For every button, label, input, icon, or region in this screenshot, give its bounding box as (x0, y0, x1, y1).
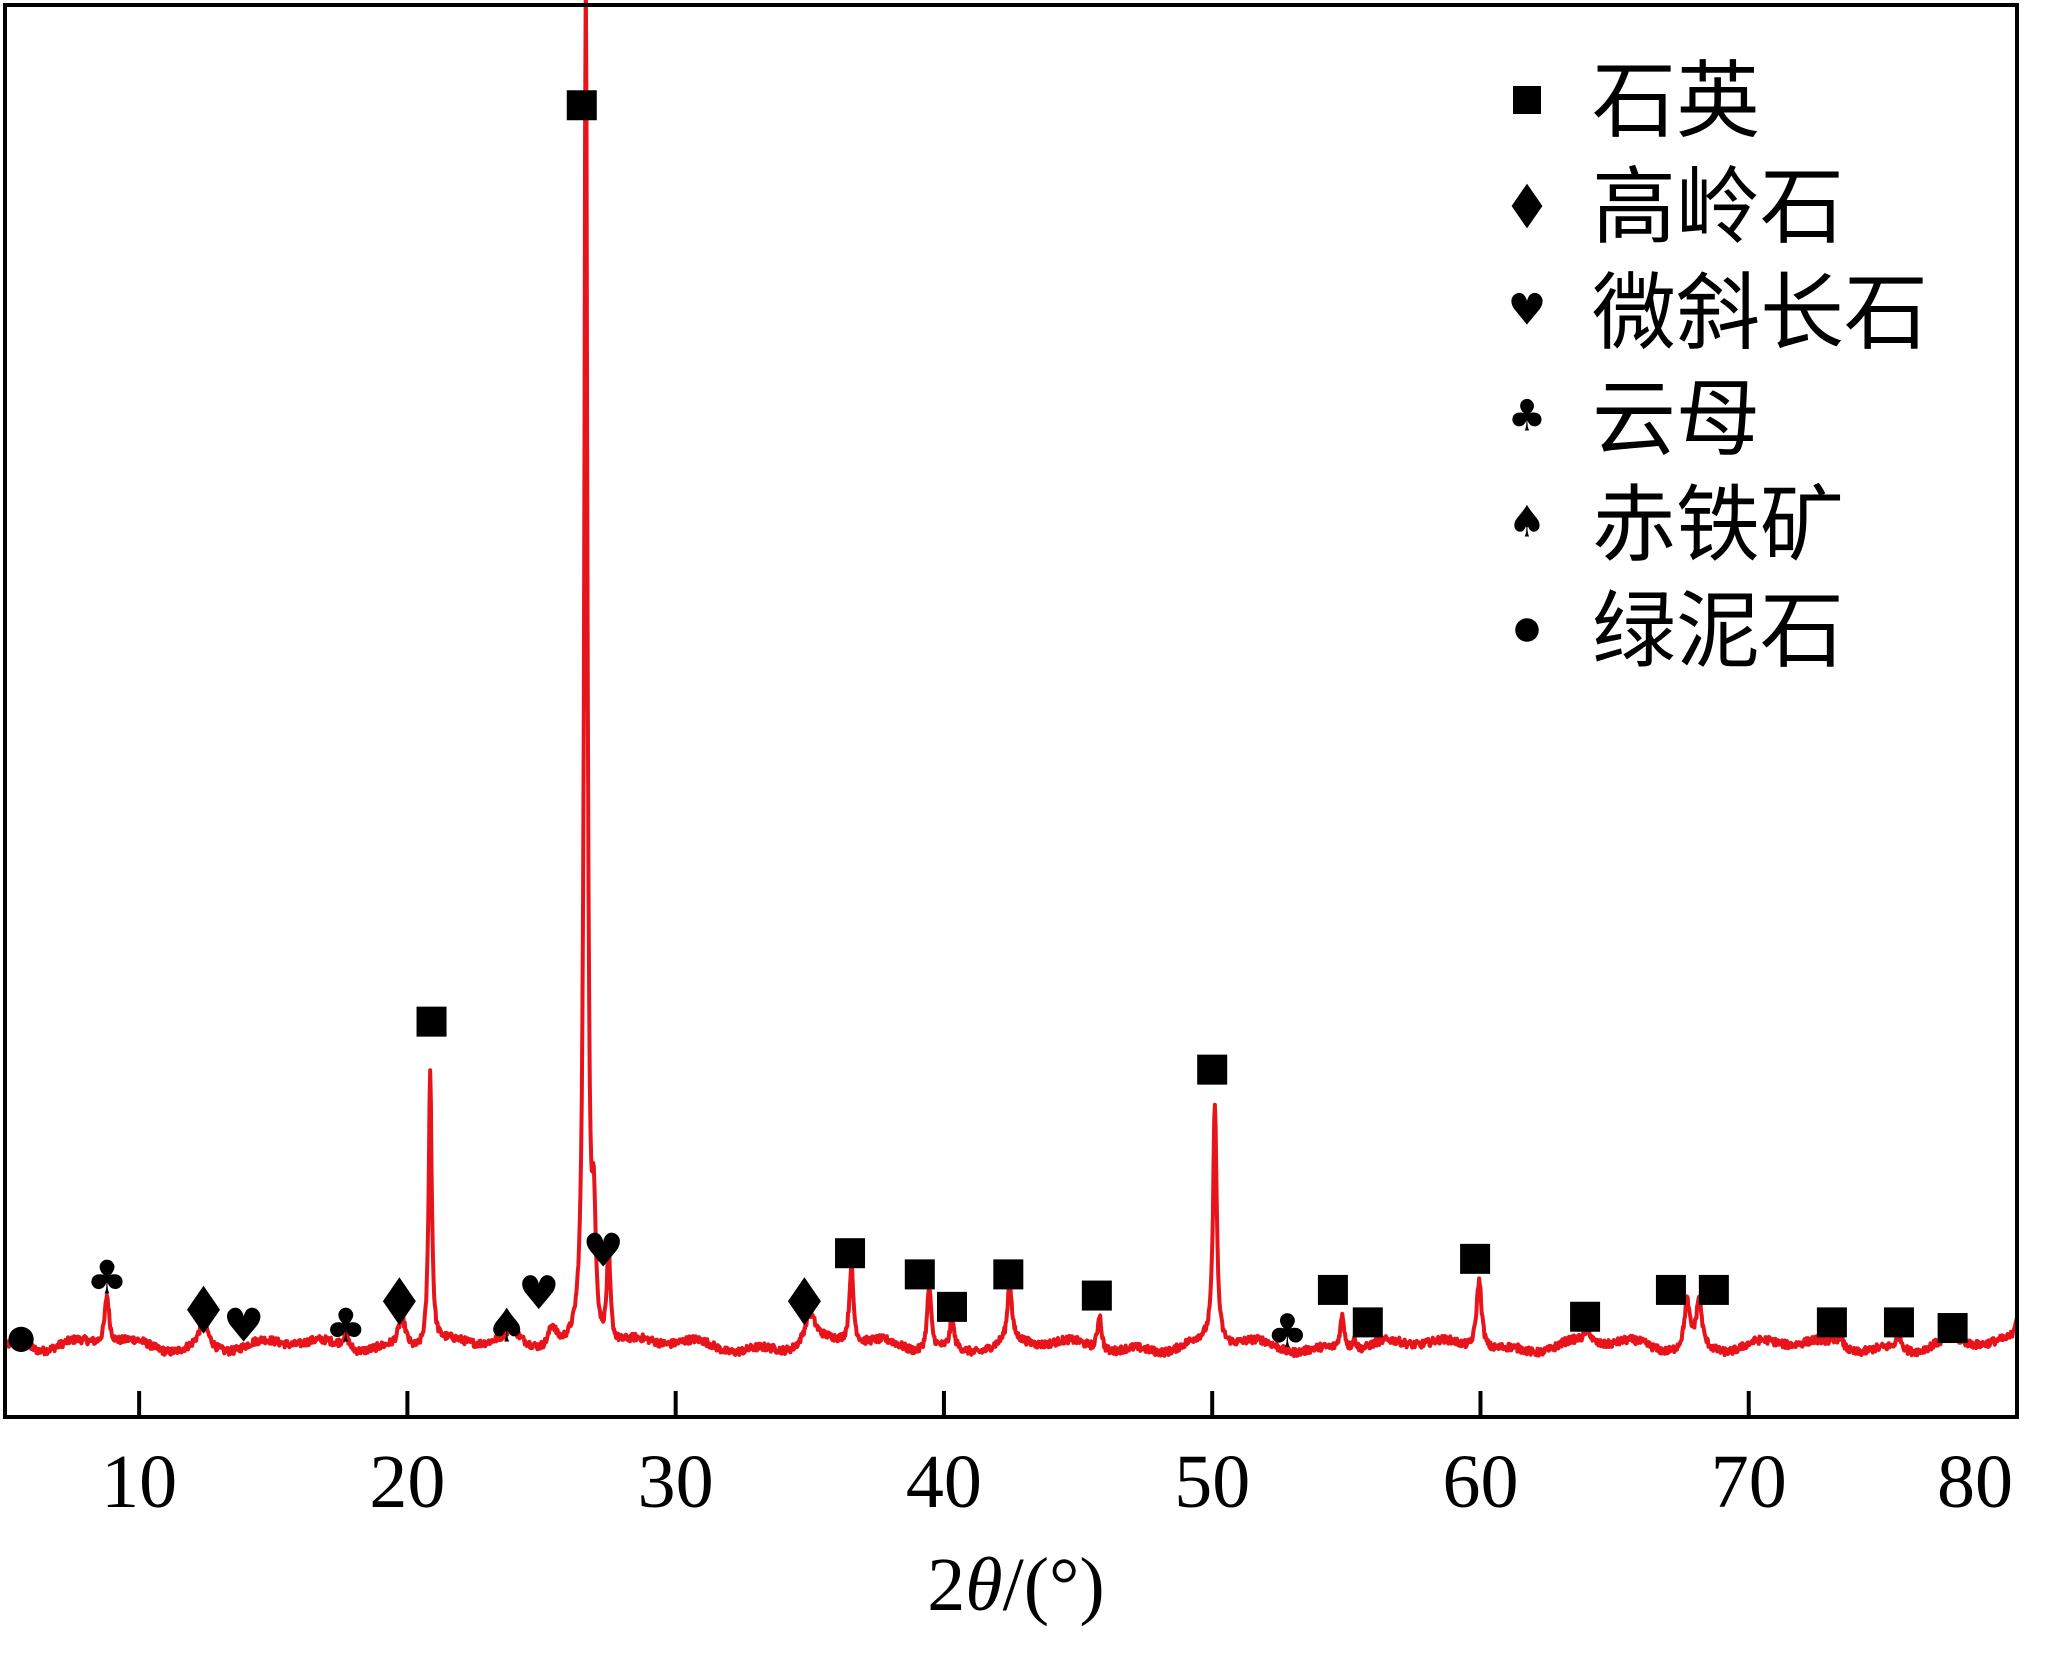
phase-marker-square (1655, 1274, 1686, 1305)
x-tick-label: 70 (1711, 1440, 1787, 1524)
phase-marker-square (1883, 1307, 1914, 1338)
legend-marker-spade: ♠ (1508, 498, 1547, 548)
phase-marker-club: ♣ (325, 1299, 367, 1353)
x-tick-label: 20 (369, 1440, 445, 1524)
phase-marker-square (1081, 1280, 1112, 1311)
phase-marker-square (566, 90, 597, 121)
phase-marker-diamond (187, 1285, 221, 1334)
x-tick-label: 50 (1174, 1440, 1250, 1524)
phase-marker-square (1570, 1301, 1601, 1332)
phase-marker-diamond (382, 1277, 416, 1326)
legend-entry: ♥ 微斜长石 (1508, 264, 1928, 362)
x-tick-label: 80 (1937, 1440, 2013, 1524)
phase-marker-club: ♣ (86, 1251, 128, 1305)
phase-marker-square (416, 1006, 447, 1037)
phase-marker-diamond (787, 1277, 821, 1326)
x-tick-label: 60 (1442, 1440, 1518, 1524)
legend-marker-diamond (1511, 183, 1543, 229)
phase-marker-square (1460, 1243, 1491, 1274)
legend-marker-square (1513, 86, 1541, 114)
phase-marker-square (993, 1259, 1024, 1290)
x-tick-label: 40 (906, 1440, 982, 1524)
x-tick-label: 30 (638, 1440, 714, 1524)
phase-marker-square (1937, 1313, 1968, 1344)
x-axis-title-suffix: /(°) (1003, 1543, 1105, 1627)
legend-marker-heart: ♥ (1508, 286, 1547, 336)
phase-marker-square (1816, 1307, 1847, 1338)
phase-marker-square (904, 1259, 935, 1290)
plot-frame (3, 3, 2019, 1419)
legend-label: 云母 (1592, 370, 1760, 468)
phase-marker-club: ♣ (1266, 1304, 1308, 1358)
phase-marker-square (1197, 1054, 1228, 1085)
phase-marker-square (936, 1291, 967, 1322)
phase-markers: ♣♥ ♣ ♠♥♥♣ (8, 90, 1968, 1358)
x-tick-label: 10 (101, 1440, 177, 1524)
phase-marker-circle (8, 1326, 34, 1352)
legend-label: 赤铁矿 (1592, 476, 1844, 574)
legend-marker-club: ♣ (1508, 392, 1547, 442)
legend-label: 石英 (1592, 52, 1760, 150)
phase-marker-square (835, 1238, 866, 1269)
phase-marker-spade: ♠ (486, 1299, 528, 1353)
legend-entry: 绿泥石 (1515, 582, 1844, 680)
xrd-pattern-line (3, 0, 2019, 1358)
legend-label: 微斜长石 (1592, 264, 1928, 362)
legend-label: 绿泥石 (1592, 582, 1844, 680)
legend-entry: ♣ 云母 (1508, 370, 1760, 468)
phase-marker-square (1317, 1274, 1348, 1305)
legend-entry: 高岭石 (1511, 158, 1844, 256)
x-axis-title-prefix: 2 (927, 1543, 965, 1627)
x-axis-tick-labels: 10 20 30 40 50 60 70 80 (101, 1440, 2013, 1524)
phase-marker-square (1352, 1307, 1383, 1338)
legend-label: 高岭石 (1592, 158, 1844, 256)
phase-marker-heart: ♥ (582, 1224, 624, 1278)
x-axis-title-theta: θ (965, 1543, 1002, 1627)
legend-marker-circle (1515, 618, 1539, 642)
x-axis-title: 2θ/(°) (927, 1543, 1104, 1627)
legend-entry: ♠ 赤铁矿 (1508, 476, 1844, 574)
phase-marker-heart: ♥ (223, 1299, 265, 1353)
phase-marker-heart: ♥ (518, 1266, 560, 1320)
phase-marker-square (1698, 1274, 1729, 1305)
legend-entry: 石英 (1513, 52, 1760, 150)
